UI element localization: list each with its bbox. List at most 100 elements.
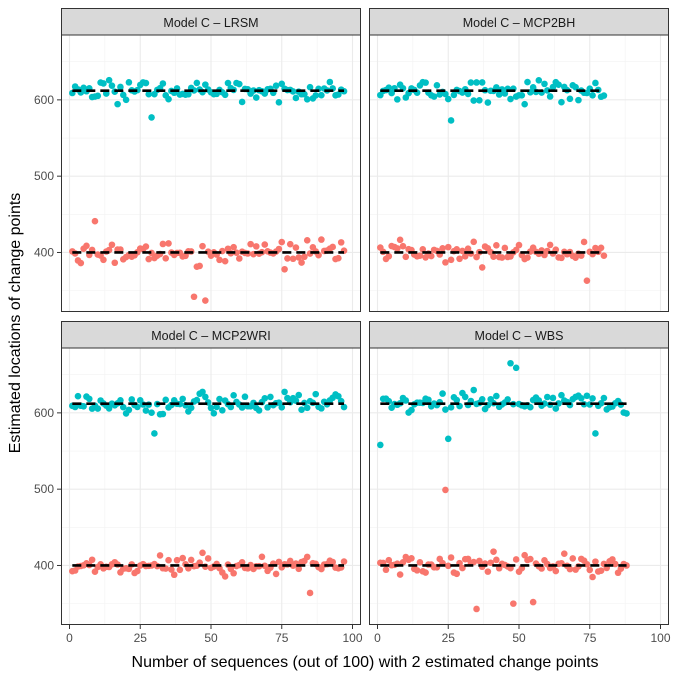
point-upper (444, 95, 452, 103)
point-lower (117, 246, 124, 253)
x-tick-label: 0 (374, 631, 381, 645)
point-upper (558, 98, 565, 106)
point-lower (335, 254, 342, 262)
point-lower (456, 255, 463, 263)
point-upper (600, 394, 608, 402)
point-lower (340, 558, 348, 565)
point-upper (470, 97, 478, 104)
point-upper (425, 396, 432, 404)
point-upper (394, 96, 401, 103)
point-lower (459, 564, 466, 572)
y-tick-label: 600 (34, 406, 54, 420)
point-lower (108, 241, 116, 249)
point-lower (286, 240, 294, 248)
point-upper (592, 430, 599, 437)
point-upper (512, 364, 520, 372)
point-upper (267, 393, 274, 401)
point-lower (258, 553, 266, 561)
point-lower (83, 242, 90, 250)
point-lower (396, 571, 404, 578)
point-upper (275, 99, 283, 106)
point-upper (408, 406, 415, 414)
panel-strip (61, 8, 361, 36)
point-upper (255, 407, 263, 414)
point-lower (510, 600, 517, 607)
point-lower (399, 558, 407, 566)
point-lower (611, 560, 619, 568)
point-lower (111, 259, 119, 267)
point-lower (261, 562, 269, 570)
point-upper (190, 87, 198, 94)
point-upper (318, 91, 325, 99)
point-upper (541, 80, 548, 88)
panel-border (369, 347, 669, 625)
point-lower (464, 245, 472, 252)
point-lower (490, 548, 497, 555)
point-lower (569, 555, 577, 562)
point-upper (252, 94, 260, 101)
point-upper (128, 396, 136, 403)
point-lower (478, 264, 486, 271)
point-upper (402, 397, 410, 404)
point-lower (190, 293, 198, 301)
point-upper (493, 392, 500, 400)
point-upper (238, 98, 246, 106)
point-lower (385, 556, 393, 564)
point-upper (216, 395, 223, 403)
point-lower (597, 244, 605, 252)
x-axis-title: Number of sequences (out of 100) with 2 … (132, 654, 599, 671)
x-tick-label: 25 (134, 631, 148, 645)
point-lower (337, 239, 345, 246)
point-upper (600, 92, 608, 99)
point-lower (566, 565, 574, 573)
point-upper (193, 79, 201, 87)
point-upper (142, 79, 150, 87)
y-tick-label: 400 (34, 245, 54, 259)
point-lower (289, 255, 297, 263)
point-upper (476, 96, 483, 104)
point-upper (94, 405, 102, 412)
point-lower (453, 246, 461, 253)
point-upper (159, 80, 167, 87)
point-upper (495, 91, 503, 98)
panel-3: Model C – MCP2WRI 400 500 600 0 25 50 75 100 (34, 321, 363, 645)
point-upper (575, 96, 582, 104)
point-lower (623, 562, 630, 569)
point-upper (507, 359, 514, 367)
point-lower (444, 243, 452, 251)
point-upper (473, 79, 480, 86)
x-tick-label: 75 (583, 631, 597, 645)
point-upper (546, 93, 554, 100)
point-upper (74, 392, 82, 400)
point-upper (210, 410, 218, 417)
point-upper (298, 406, 305, 414)
point-lower (444, 562, 452, 570)
point-lower (303, 237, 311, 244)
point-lower (216, 256, 223, 264)
point-lower (419, 246, 427, 253)
point-upper (484, 99, 492, 106)
point-lower (88, 556, 96, 564)
point-upper (521, 100, 528, 108)
point-upper (388, 89, 395, 97)
point-upper (583, 392, 591, 400)
point-upper (301, 90, 308, 98)
panel-strip (61, 321, 361, 349)
point-upper (261, 394, 269, 402)
point-upper (159, 410, 167, 418)
point-lower (577, 252, 585, 259)
point-upper (504, 396, 511, 403)
point-upper (335, 392, 342, 400)
point-lower (236, 255, 243, 262)
point-lower (275, 558, 283, 566)
point-lower (473, 605, 480, 613)
point-lower (284, 255, 291, 262)
y-tick-label: 500 (34, 169, 54, 183)
point-lower (204, 555, 212, 562)
point-upper (179, 395, 186, 403)
point-upper (507, 95, 514, 103)
point-lower (295, 565, 303, 573)
point-upper (493, 84, 500, 91)
point-lower (501, 244, 509, 252)
